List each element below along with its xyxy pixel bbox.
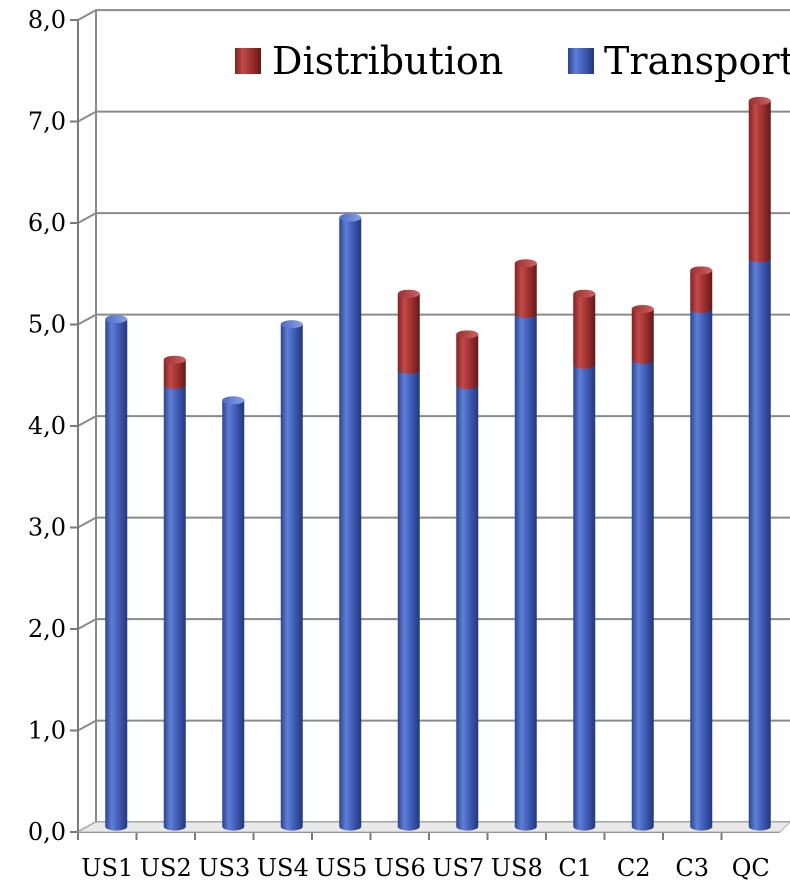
- bar-transport-QC: [748, 258, 771, 831]
- bar-distribution-C1: [573, 289, 596, 369]
- x-tick-label: C3: [675, 854, 709, 882]
- bar-transport-US1-body: [105, 319, 128, 831]
- bar-transport-US1-cap: [105, 315, 128, 324]
- bar-distribution-QC-cap: [748, 96, 771, 105]
- y-tick-label: 3,0: [28, 514, 66, 542]
- bar-distribution-QC: [748, 96, 771, 263]
- bar-transport-C1-body: [573, 364, 596, 831]
- bar-transport-US3: [222, 396, 245, 831]
- x-tick-label: US5: [315, 854, 367, 882]
- bar-distribution-C1-body: [573, 293, 596, 369]
- bar-transport-US6-body: [397, 369, 420, 831]
- bar-distribution-C3-body: [690, 270, 713, 313]
- chart-floor: [77, 821, 790, 833]
- legend-swatch-transport: [568, 48, 594, 74]
- y-tick-label: 6,0: [28, 209, 66, 237]
- legend-swatch-distribution: [235, 48, 261, 74]
- bar-transport-QC-body: [748, 258, 771, 831]
- y-tick-label: 2,0: [28, 615, 66, 643]
- chart-floor-plane: [77, 821, 790, 833]
- bar-distribution-US2-body: [163, 359, 186, 390]
- bar-distribution-US8: [514, 259, 537, 319]
- bar-transport-US6: [397, 369, 420, 831]
- bar-distribution-US6: [397, 289, 420, 374]
- bar-transport-US3-cap: [222, 396, 245, 405]
- x-tick-label: US4: [257, 854, 309, 882]
- x-tick-label: QC: [732, 854, 770, 882]
- bar-transport-C2-body: [631, 359, 654, 831]
- bar-distribution-C2-cap: [631, 304, 654, 313]
- x-tick-label: US1: [81, 854, 133, 882]
- bar-transport-US8-body: [514, 314, 537, 831]
- bars: [105, 96, 771, 831]
- bar-transport-US4-body: [280, 324, 303, 831]
- legend-label-transport: Transport: [604, 39, 790, 83]
- bar-transport-US7: [456, 385, 479, 831]
- bar-transport-US4-cap: [280, 320, 303, 329]
- y-tick-label: 0,0: [28, 818, 66, 846]
- x-tick-label: US3: [198, 854, 250, 882]
- bar-distribution-US7-body: [456, 334, 479, 390]
- gridline: [77, 212, 790, 224]
- x-tick-label: C2: [617, 854, 651, 882]
- bar-transport-C1: [573, 364, 596, 831]
- y-tick-label: 7,0: [28, 108, 66, 136]
- bar-distribution-US2: [163, 355, 186, 390]
- bar-transport-US5-body: [339, 217, 362, 831]
- x-tick-label: US6: [374, 854, 426, 882]
- bar-distribution-C2: [631, 304, 654, 364]
- x-tick-label: US2: [140, 854, 192, 882]
- bar-transport-US2-body: [163, 385, 186, 831]
- legend: Distribution Transport: [235, 39, 790, 83]
- bar-distribution-C3-cap: [690, 266, 713, 275]
- x-tick-label: US8: [491, 854, 543, 882]
- bar-distribution-C3: [690, 266, 713, 313]
- x-axis-tick-labels: US1 US2 US3 US4 US5 US6 US7 US8 C1 C2 C3 QC: [81, 854, 769, 882]
- x-tick-label: US7: [432, 854, 484, 882]
- bar-distribution-US6-cap: [397, 289, 420, 298]
- bar-transport-C2: [631, 359, 654, 831]
- bar-distribution-US7: [456, 330, 479, 390]
- bar-distribution-US6-body: [397, 293, 420, 374]
- gridline: [77, 110, 790, 123]
- bar-transport-US7-body: [456, 385, 479, 831]
- bar-distribution-US2-cap: [163, 355, 186, 364]
- y-tick-label: 1,0: [28, 717, 66, 745]
- gridline: [77, 9, 790, 21]
- y-tick-label: 8,0: [28, 6, 66, 34]
- bar-distribution-C2-body: [631, 308, 654, 364]
- bar-distribution-US7-cap: [456, 330, 479, 339]
- y-tick-label: 4,0: [28, 412, 66, 440]
- bar-transport-US3-body: [222, 400, 245, 831]
- bar-transport-US4: [280, 320, 303, 831]
- bar-transport-US1: [105, 315, 128, 831]
- bar-transport-US2: [163, 385, 186, 831]
- bar-transport-US8: [514, 314, 537, 831]
- bar-distribution-US8-cap: [514, 259, 537, 268]
- gridline: [77, 313, 790, 326]
- y-tick-label: 5,0: [28, 311, 66, 339]
- legend-label-distribution: Distribution: [272, 39, 503, 83]
- bar-distribution-QC-body: [748, 100, 771, 263]
- bar-transport-US5-cap: [339, 213, 362, 222]
- bar-transport-C3-body: [690, 308, 713, 831]
- bar-distribution-C1-cap: [573, 289, 596, 298]
- y-axis-tick-labels: 0,0 1,0 2,0 3,0 4,0 5,0 6,0 7,0 8,0: [28, 6, 66, 846]
- bar-transport-US5: [339, 213, 362, 831]
- x-tick-label: C1: [558, 854, 592, 882]
- bar-transport-C3: [690, 308, 713, 831]
- bar-distribution-US8-body: [514, 263, 537, 319]
